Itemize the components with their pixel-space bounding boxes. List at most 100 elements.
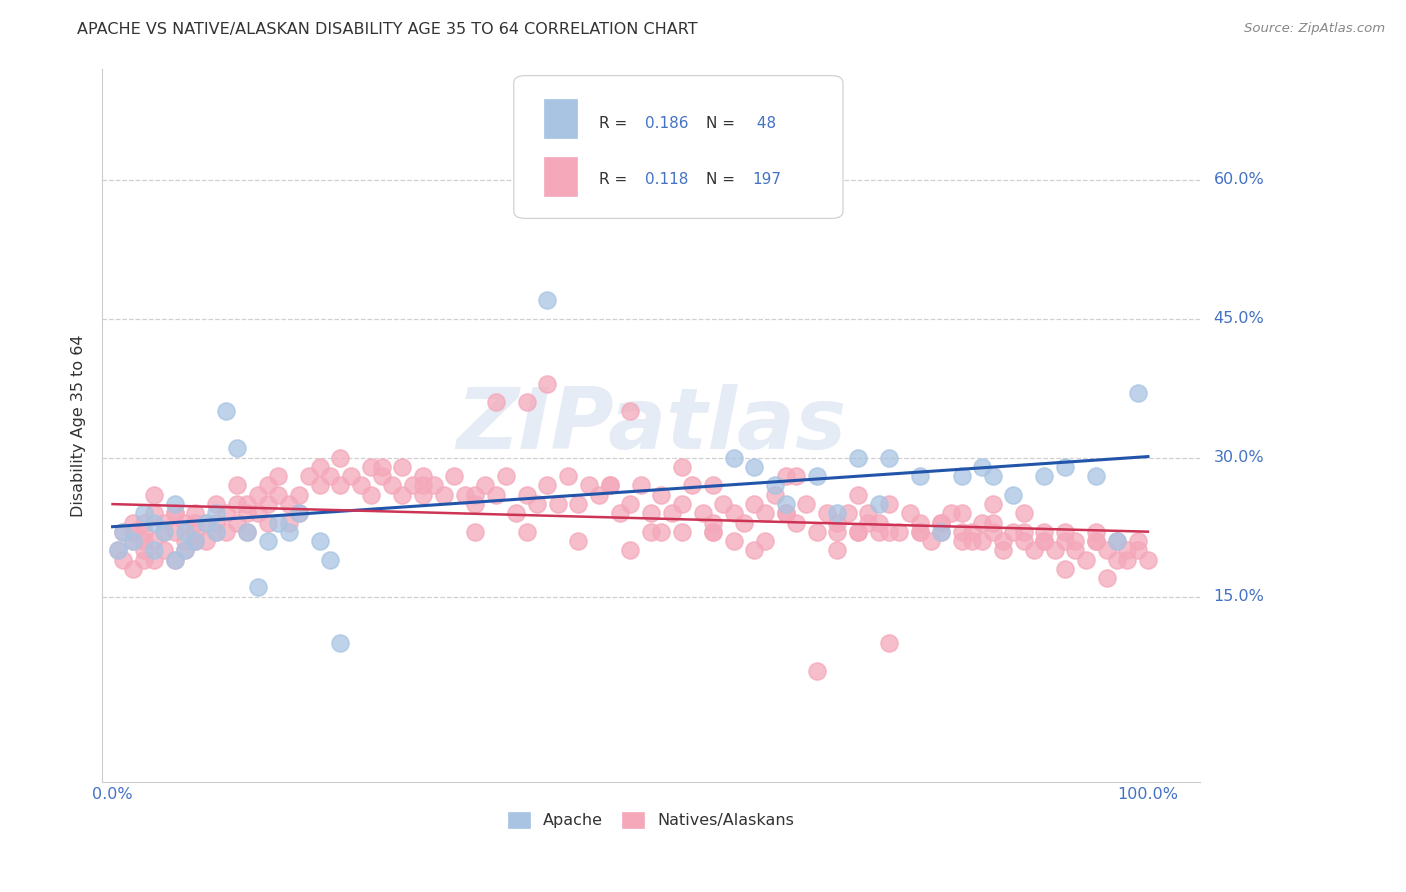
Point [908, 469, 931, 483]
Point [184, 516, 207, 530]
Point [122, 516, 145, 530]
Point [1085, 524, 1108, 539]
Point [908, 516, 931, 530]
Point [794, 497, 817, 511]
Point [908, 524, 931, 539]
Point [991, 543, 1014, 558]
Point [132, 543, 155, 558]
Point [1054, 534, 1077, 549]
Point [1074, 552, 1097, 566]
Point [308, 534, 330, 549]
Point [453, 488, 475, 502]
Point [1085, 534, 1108, 549]
Point [950, 524, 973, 539]
Point [308, 459, 330, 474]
Point [950, 469, 973, 483]
Point [713, 497, 735, 511]
Point [1095, 571, 1118, 585]
Point [1002, 488, 1025, 502]
Point [981, 469, 1004, 483]
Point [1116, 543, 1139, 558]
Point [702, 524, 724, 539]
Point [815, 506, 838, 520]
Text: 30.0%: 30.0% [1213, 450, 1264, 466]
Point [681, 478, 703, 492]
Point [184, 534, 207, 549]
Point [991, 534, 1014, 549]
Point [184, 534, 207, 549]
Point [205, 506, 228, 520]
Point [132, 552, 155, 566]
Point [858, 506, 880, 520]
Point [846, 524, 869, 539]
Point [877, 524, 900, 539]
Point [1033, 534, 1056, 549]
Point [806, 469, 828, 483]
Point [319, 552, 342, 566]
Text: N =: N = [706, 116, 740, 131]
Point [960, 534, 983, 549]
Point [775, 506, 797, 520]
Point [485, 488, 508, 502]
Point [650, 488, 672, 502]
Text: 48: 48 [752, 116, 776, 131]
Point [132, 534, 155, 549]
Point [132, 524, 155, 539]
Point [619, 404, 641, 418]
Point [184, 506, 207, 520]
Point [941, 506, 963, 520]
Point [174, 543, 197, 558]
Text: N =: N = [706, 171, 740, 186]
Point [516, 395, 538, 409]
Point [111, 524, 134, 539]
Point [578, 478, 600, 492]
Point [267, 469, 290, 483]
Text: 197: 197 [752, 171, 780, 186]
Point [143, 543, 166, 558]
Point [495, 469, 517, 483]
Point [908, 524, 931, 539]
Point [360, 459, 382, 474]
Point [1126, 534, 1149, 549]
Point [225, 497, 247, 511]
Point [702, 478, 724, 492]
Point [1054, 562, 1077, 576]
Point [205, 524, 228, 539]
Point [567, 497, 589, 511]
Point [122, 562, 145, 576]
Point [526, 497, 548, 511]
Point [153, 524, 176, 539]
Point [1116, 552, 1139, 566]
Point [877, 450, 900, 465]
Point [981, 524, 1004, 539]
Point [153, 524, 176, 539]
Point [267, 516, 290, 530]
Point [785, 516, 807, 530]
Point [412, 488, 434, 502]
Point [412, 469, 434, 483]
Point [246, 581, 269, 595]
Point [661, 506, 683, 520]
Point [599, 478, 621, 492]
Point [371, 469, 394, 483]
Point [111, 524, 134, 539]
Point [868, 497, 890, 511]
Point [516, 201, 538, 215]
Point [837, 506, 859, 520]
Point [267, 488, 290, 502]
Point [443, 469, 465, 483]
Point [391, 488, 413, 502]
Point [889, 524, 911, 539]
Text: 60.0%: 60.0% [1213, 172, 1264, 187]
Point [950, 534, 973, 549]
Point [619, 543, 641, 558]
Point [868, 524, 890, 539]
Point [929, 516, 952, 530]
Point [640, 524, 662, 539]
Point [174, 543, 197, 558]
Point [920, 534, 942, 549]
Point [1105, 534, 1128, 549]
Point [1064, 534, 1087, 549]
Point [744, 497, 766, 511]
Bar [544, 99, 578, 138]
